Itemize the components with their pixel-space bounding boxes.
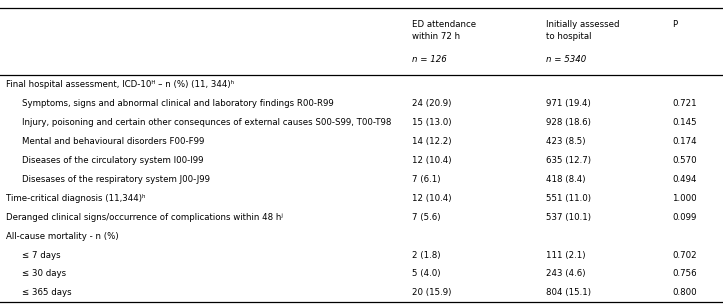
Text: Symptoms, signs and abnormal clinical and laboratory findings R00-R99: Symptoms, signs and abnormal clinical an… — [22, 99, 333, 108]
Text: Disesases of the respiratory system J00-J99: Disesases of the respiratory system J00-… — [22, 175, 210, 184]
Text: 551 (11.0): 551 (11.0) — [546, 194, 591, 203]
Text: ED attendance
within 72 h: ED attendance within 72 h — [412, 20, 476, 41]
Text: 971 (19.4): 971 (19.4) — [546, 99, 591, 108]
Text: n = 126: n = 126 — [412, 55, 447, 64]
Text: 243 (4.6): 243 (4.6) — [546, 270, 586, 278]
Text: 20 (15.9): 20 (15.9) — [412, 289, 451, 297]
Text: 7 (5.6): 7 (5.6) — [412, 213, 440, 222]
Text: 0.756: 0.756 — [672, 270, 697, 278]
Text: 24 (20.9): 24 (20.9) — [412, 99, 451, 108]
Text: Diseases of the circulatory system I00-I99: Diseases of the circulatory system I00-I… — [22, 156, 203, 165]
Text: 0.174: 0.174 — [672, 137, 697, 146]
Text: 0.145: 0.145 — [672, 118, 697, 127]
Text: ≤ 365 days: ≤ 365 days — [22, 289, 72, 297]
Text: 0.702: 0.702 — [672, 251, 697, 259]
Text: P: P — [672, 20, 677, 29]
Text: 635 (12.7): 635 (12.7) — [546, 156, 591, 165]
Text: 0.721: 0.721 — [672, 99, 697, 108]
Text: 1.000: 1.000 — [672, 194, 697, 203]
Text: 804 (15.1): 804 (15.1) — [546, 289, 591, 297]
Text: ≤ 7 days: ≤ 7 days — [22, 251, 60, 259]
Text: 928 (18.6): 928 (18.6) — [546, 118, 591, 127]
Text: 111 (2.1): 111 (2.1) — [546, 251, 586, 259]
Text: Deranged clinical signs/occurrence of complications within 48 hʲ: Deranged clinical signs/occurrence of co… — [6, 213, 283, 222]
Text: 14 (12.2): 14 (12.2) — [412, 137, 452, 146]
Text: n = 5340: n = 5340 — [546, 55, 586, 64]
Text: Time-critical diagnosis (11,344)ʰ: Time-critical diagnosis (11,344)ʰ — [6, 194, 145, 203]
Text: 5 (4.0): 5 (4.0) — [412, 270, 440, 278]
Text: 423 (8.5): 423 (8.5) — [546, 137, 586, 146]
Text: Injury, poisoning and certain other consequnces of external causes S00-S99, T00-: Injury, poisoning and certain other cons… — [22, 118, 391, 127]
Text: 12 (10.4): 12 (10.4) — [412, 156, 452, 165]
Text: 0.494: 0.494 — [672, 175, 697, 184]
Text: All-cause mortality - n (%): All-cause mortality - n (%) — [6, 232, 119, 241]
Text: 537 (10.1): 537 (10.1) — [546, 213, 591, 222]
Text: Mental and behavioural disorders F00-F99: Mental and behavioural disorders F00-F99 — [22, 137, 204, 146]
Text: 2 (1.8): 2 (1.8) — [412, 251, 440, 259]
Text: Initially assessed
to hospital: Initially assessed to hospital — [546, 20, 620, 41]
Text: 0.099: 0.099 — [672, 213, 697, 222]
Text: ≤ 30 days: ≤ 30 days — [22, 270, 66, 278]
Text: Final hospital assessment, ICD-10ᴴ – n (%) (11, 344)ʰ: Final hospital assessment, ICD-10ᴴ – n (… — [6, 80, 234, 89]
Text: 15 (13.0): 15 (13.0) — [412, 118, 452, 127]
Text: 12 (10.4): 12 (10.4) — [412, 194, 452, 203]
Text: 7 (6.1): 7 (6.1) — [412, 175, 440, 184]
Text: 418 (8.4): 418 (8.4) — [546, 175, 586, 184]
Text: 0.570: 0.570 — [672, 156, 697, 165]
Text: 0.800: 0.800 — [672, 289, 697, 297]
